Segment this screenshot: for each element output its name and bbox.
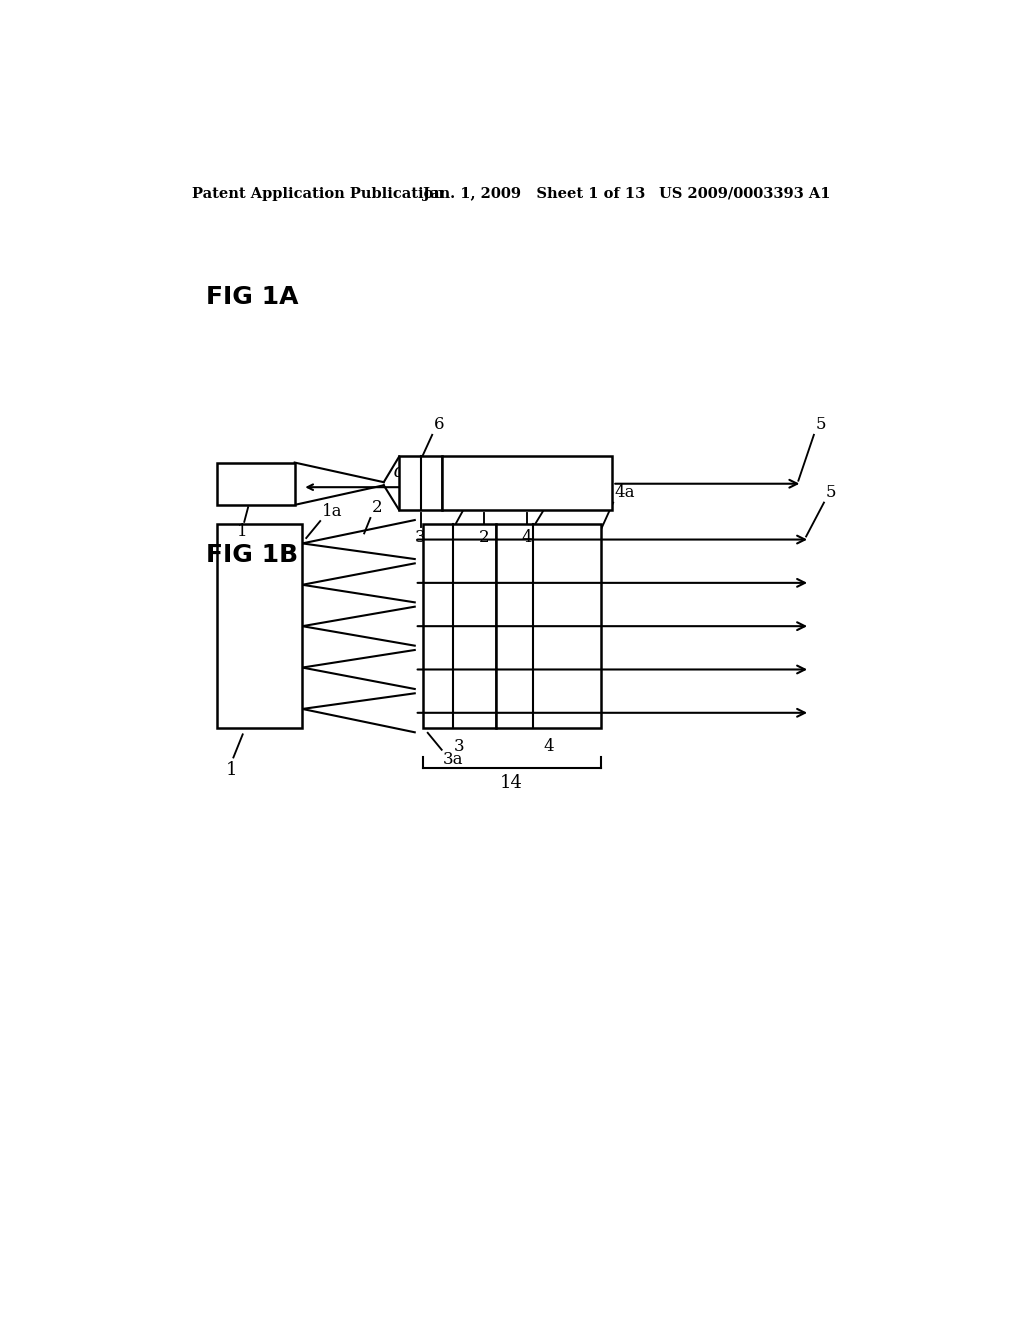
- Text: 1: 1: [238, 524, 248, 540]
- Bar: [399, 457, 442, 511]
- Bar: [496, 524, 601, 729]
- Bar: [442, 457, 612, 511]
- Text: Patent Application Publication: Patent Application Publication: [191, 187, 443, 201]
- Text: 3: 3: [416, 529, 426, 545]
- Text: d: d: [393, 463, 406, 480]
- Text: Jan. 1, 2009   Sheet 1 of 13: Jan. 1, 2009 Sheet 1 of 13: [423, 187, 645, 201]
- Text: FIG 1A: FIG 1A: [206, 285, 298, 309]
- Text: 3a: 3a: [443, 751, 464, 768]
- Text: 5: 5: [825, 484, 836, 502]
- Text: 2: 2: [478, 529, 489, 545]
- Text: US 2009/0003393 A1: US 2009/0003393 A1: [658, 187, 830, 201]
- Text: 1a: 1a: [322, 503, 342, 520]
- Text: 1: 1: [225, 760, 237, 779]
- Text: 4: 4: [543, 738, 554, 755]
- Text: 3: 3: [454, 738, 465, 755]
- Text: 14: 14: [500, 775, 523, 792]
- Text: 6: 6: [434, 416, 444, 433]
- Bar: [217, 524, 302, 729]
- Text: 6: 6: [469, 484, 479, 502]
- Bar: [217, 462, 295, 506]
- Text: 2: 2: [372, 499, 383, 516]
- Bar: [423, 524, 496, 729]
- Text: 4a: 4a: [614, 484, 635, 502]
- Text: FIG 1B: FIG 1B: [206, 544, 298, 568]
- Text: 5: 5: [815, 416, 826, 433]
- Text: 4: 4: [522, 529, 532, 545]
- Text: 15: 15: [550, 484, 571, 502]
